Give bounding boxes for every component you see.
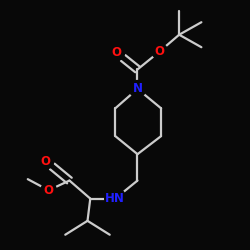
Text: O: O: [155, 45, 165, 58]
Circle shape: [109, 45, 124, 60]
Circle shape: [152, 44, 168, 59]
Text: HN: HN: [105, 192, 125, 205]
Circle shape: [38, 153, 54, 169]
Text: O: O: [41, 154, 51, 168]
Text: N: N: [132, 82, 142, 96]
Circle shape: [41, 182, 56, 198]
Text: O: O: [112, 46, 122, 59]
Circle shape: [105, 188, 126, 209]
Circle shape: [129, 80, 146, 97]
Text: O: O: [44, 184, 54, 197]
